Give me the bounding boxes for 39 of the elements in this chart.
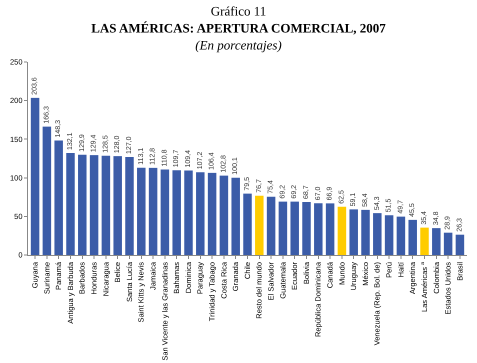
bar <box>196 172 205 255</box>
bar <box>220 176 228 255</box>
bar <box>160 169 170 255</box>
bar <box>113 156 122 255</box>
bar <box>90 155 98 255</box>
bar <box>338 206 346 255</box>
bar <box>384 215 394 255</box>
bar <box>326 203 334 255</box>
bar <box>172 170 181 255</box>
bar <box>243 194 252 255</box>
bar <box>231 178 240 255</box>
bar <box>361 210 370 255</box>
bar <box>266 196 276 255</box>
bar <box>396 216 406 255</box>
bar <box>432 228 441 255</box>
bar <box>208 172 216 255</box>
bar <box>420 228 429 255</box>
bar <box>30 98 40 255</box>
chart-subtitle: (En porcentajes) <box>195 37 282 52</box>
chart-title: Gráfico 11 LAS AMÉRICAS: APERTURA COMERCIAL, 2007 <box>91 4 386 36</box>
bar <box>373 213 382 255</box>
bar <box>456 234 464 255</box>
bar <box>54 140 63 255</box>
bar <box>78 154 87 255</box>
bar <box>66 153 75 255</box>
bar <box>278 202 288 255</box>
bar <box>290 202 299 255</box>
bar <box>102 156 110 255</box>
bar <box>444 232 452 255</box>
bar <box>42 126 52 255</box>
bar <box>125 156 134 255</box>
bar <box>314 203 323 255</box>
bar <box>184 170 193 255</box>
bar <box>302 202 311 255</box>
bar <box>137 168 146 255</box>
bar <box>349 209 358 255</box>
bar <box>408 220 417 255</box>
bar <box>255 196 264 255</box>
bar <box>148 168 158 255</box>
